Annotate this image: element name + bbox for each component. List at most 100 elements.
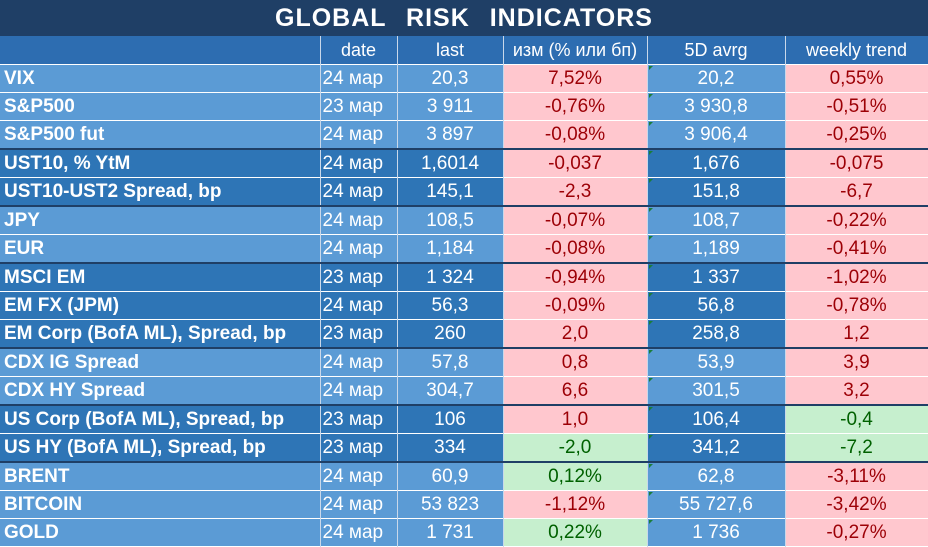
cell-trend[interactable]: 3,2 xyxy=(785,376,928,406)
cell-date[interactable]: 24 мар xyxy=(320,347,398,377)
cell-last[interactable]: 106 xyxy=(397,404,504,434)
cell-date[interactable]: 23 мар xyxy=(320,262,398,292)
header-cell-name[interactable] xyxy=(0,36,321,65)
cell-trend[interactable]: 1,2 xyxy=(785,319,928,349)
cell-change[interactable]: 2,0 xyxy=(503,319,648,349)
cell-last[interactable]: 1 324 xyxy=(397,262,504,292)
cell-avg[interactable]: 3 906,4 xyxy=(647,120,786,150)
cell-date[interactable]: 23 мар xyxy=(320,433,398,463)
cell-last[interactable]: 1,184 xyxy=(397,234,504,264)
cell-avg[interactable]: 62,8 xyxy=(647,461,786,491)
cell-last[interactable]: 145,1 xyxy=(397,177,504,207)
cell-name[interactable]: JPY xyxy=(0,205,321,235)
header-cell-avg[interactable]: 5D avrg xyxy=(647,36,786,65)
cell-name[interactable]: S&P500 xyxy=(0,92,321,121)
cell-last[interactable]: 260 xyxy=(397,319,504,349)
cell-name[interactable]: EM Corp (BofA ML), Spread, bp xyxy=(0,319,321,349)
cell-name[interactable]: EM FX (JPM) xyxy=(0,291,321,320)
cell-name[interactable]: EUR xyxy=(0,234,321,264)
cell-avg[interactable]: 151,8 xyxy=(647,177,786,207)
cell-name[interactable]: US HY (BofA ML), Spread, bp xyxy=(0,433,321,463)
cell-change[interactable]: -0,07% xyxy=(503,205,648,235)
cell-name[interactable]: UST10, % YtM xyxy=(0,148,321,178)
cell-date[interactable]: 23 мар xyxy=(320,404,398,434)
cell-trend[interactable]: -0,51% xyxy=(785,92,928,121)
cell-change[interactable]: -0,94% xyxy=(503,262,648,292)
cell-date[interactable]: 24 мар xyxy=(320,177,398,207)
cell-change[interactable]: 0,8 xyxy=(503,347,648,377)
cell-last[interactable]: 53 823 xyxy=(397,490,504,519)
header-cell-trend[interactable]: weekly trend xyxy=(785,36,928,65)
cell-trend[interactable]: -0,22% xyxy=(785,205,928,235)
cell-trend[interactable]: -1,02% xyxy=(785,262,928,292)
cell-trend[interactable]: -0,41% xyxy=(785,234,928,264)
cell-change[interactable]: -0,037 xyxy=(503,148,648,178)
cell-change[interactable]: -1,12% xyxy=(503,490,648,519)
cell-date[interactable]: 24 мар xyxy=(320,518,398,547)
cell-trend[interactable]: -6,7 xyxy=(785,177,928,207)
cell-name[interactable]: BRENT xyxy=(0,461,321,491)
cell-avg[interactable]: 20,2 xyxy=(647,64,786,93)
cell-avg[interactable]: 301,5 xyxy=(647,376,786,406)
cell-change[interactable]: 6,6 xyxy=(503,376,648,406)
cell-trend[interactable]: -0,27% xyxy=(785,518,928,547)
cell-avg[interactable]: 55 727,6 xyxy=(647,490,786,519)
cell-last[interactable]: 57,8 xyxy=(397,347,504,377)
cell-avg[interactable]: 1 736 xyxy=(647,518,786,547)
cell-change[interactable]: 7,52% xyxy=(503,64,648,93)
cell-date[interactable]: 24 мар xyxy=(320,148,398,178)
cell-avg[interactable]: 1,189 xyxy=(647,234,786,264)
cell-change[interactable]: -0,08% xyxy=(503,120,648,150)
cell-name[interactable]: US Corp (BofA ML), Spread, bp xyxy=(0,404,321,434)
cell-avg[interactable]: 56,8 xyxy=(647,291,786,320)
cell-name[interactable]: UST10-UST2 Spread, bp xyxy=(0,177,321,207)
cell-change[interactable]: 0,22% xyxy=(503,518,648,547)
header-cell-date[interactable]: date xyxy=(320,36,398,65)
cell-name[interactable]: S&P500 fut xyxy=(0,120,321,150)
cell-trend[interactable]: -0,78% xyxy=(785,291,928,320)
cell-change[interactable]: -0,09% xyxy=(503,291,648,320)
cell-trend[interactable]: -3,11% xyxy=(785,461,928,491)
cell-avg[interactable]: 106,4 xyxy=(647,404,786,434)
cell-avg[interactable]: 1,676 xyxy=(647,148,786,178)
cell-change[interactable]: -0,76% xyxy=(503,92,648,121)
cell-avg[interactable]: 1 337 xyxy=(647,262,786,292)
cell-name[interactable]: VIX xyxy=(0,64,321,93)
cell-last[interactable]: 1,6014 xyxy=(397,148,504,178)
cell-date[interactable]: 24 мар xyxy=(320,205,398,235)
cell-last[interactable]: 3 911 xyxy=(397,92,504,121)
cell-change[interactable]: 1,0 xyxy=(503,404,648,434)
cell-date[interactable]: 24 мар xyxy=(320,461,398,491)
cell-date[interactable]: 24 мар xyxy=(320,234,398,264)
cell-last[interactable]: 60,9 xyxy=(397,461,504,491)
cell-name[interactable]: CDX IG Spread xyxy=(0,347,321,377)
cell-date[interactable]: 23 мар xyxy=(320,92,398,121)
cell-avg[interactable]: 108,7 xyxy=(647,205,786,235)
cell-last[interactable]: 56,3 xyxy=(397,291,504,320)
cell-last[interactable]: 20,3 xyxy=(397,64,504,93)
cell-change[interactable]: 0,12% xyxy=(503,461,648,491)
cell-date[interactable]: 24 мар xyxy=(320,120,398,150)
cell-trend[interactable]: -0,25% xyxy=(785,120,928,150)
cell-trend[interactable]: -3,42% xyxy=(785,490,928,519)
cell-avg[interactable]: 258,8 xyxy=(647,319,786,349)
cell-name[interactable]: GOLD xyxy=(0,518,321,547)
cell-date[interactable]: 24 мар xyxy=(320,376,398,406)
cell-name[interactable]: BITCOIN xyxy=(0,490,321,519)
cell-trend[interactable]: 0,55% xyxy=(785,64,928,93)
cell-change[interactable]: -2,3 xyxy=(503,177,648,207)
cell-last[interactable]: 1 731 xyxy=(397,518,504,547)
cell-last[interactable]: 3 897 xyxy=(397,120,504,150)
cell-avg[interactable]: 53,9 xyxy=(647,347,786,377)
header-cell-change[interactable]: изм (% или бп) xyxy=(503,36,648,65)
cell-avg[interactable]: 3 930,8 xyxy=(647,92,786,121)
cell-trend[interactable]: -0,075 xyxy=(785,148,928,178)
cell-trend[interactable]: 3,9 xyxy=(785,347,928,377)
cell-date[interactable]: 24 мар xyxy=(320,291,398,320)
cell-name[interactable]: MSCI EM xyxy=(0,262,321,292)
cell-last[interactable]: 334 xyxy=(397,433,504,463)
cell-date[interactable]: 23 мар xyxy=(320,319,398,349)
cell-last[interactable]: 304,7 xyxy=(397,376,504,406)
cell-last[interactable]: 108,5 xyxy=(397,205,504,235)
cell-date[interactable]: 24 мар xyxy=(320,64,398,93)
